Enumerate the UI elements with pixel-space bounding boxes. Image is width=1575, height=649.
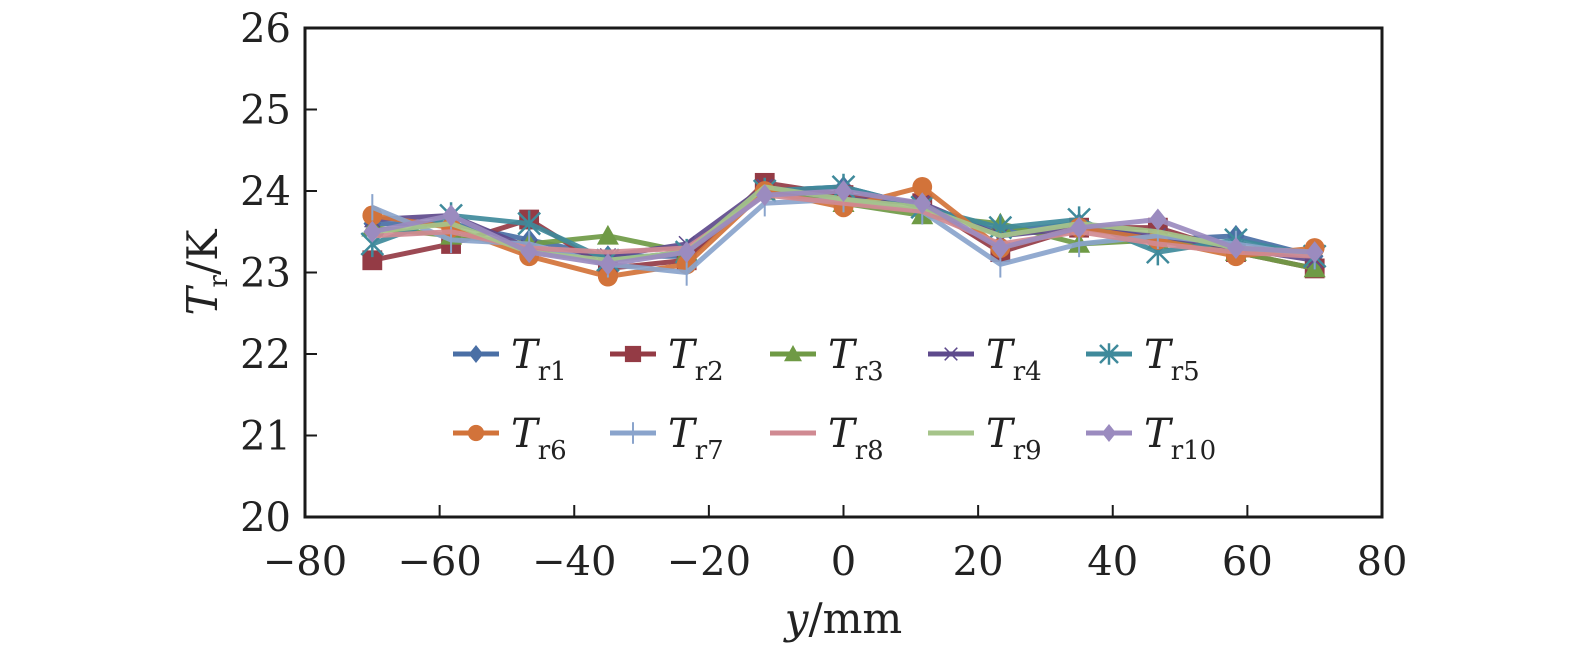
legend-label-sub: r7 [695,436,724,466]
series-marker [912,177,933,197]
series-marker [834,180,853,202]
legend-item-tr5: Tr5 [1086,332,1200,387]
y-tick-label: 23 [240,251,291,297]
series-marker [624,345,642,363]
y-tick-label: 20 [240,495,291,541]
series-marker [1070,216,1088,239]
series-layer [360,172,1327,287]
legend-label-main: T [1144,332,1174,378]
legend-label-sub: r2 [695,357,724,387]
x-tick-label: 80 [1357,539,1408,585]
legend-label-main: T [828,411,858,457]
y-axis-label-unit: /K [178,228,227,275]
series-marker [467,424,485,442]
series-marker [913,192,932,215]
legend-label-sub: r3 [855,357,884,387]
y-axis-label-main: T [178,284,227,315]
y-axis-label-sub: r [204,274,234,287]
legend-label: Tr2 [668,332,724,387]
legend-item-tr6: Tr6 [453,411,567,466]
x-tick-label: 40 [1087,539,1138,585]
legend-label: Tr3 [828,332,884,387]
series-marker [784,345,802,362]
series-marker [596,224,619,245]
legend-label: Tr8 [828,411,884,466]
legend-label: Tr5 [1144,332,1200,387]
legend-item-tr4: Tr4 [928,332,1042,387]
x-tick-label: 60 [1222,539,1273,585]
legend-label-main: T [511,332,541,378]
series-marker [677,241,696,264]
series-marker [520,241,538,264]
legend-item-tr7: Tr7 [610,411,724,466]
legend-label: Tr7 [668,411,724,466]
legend-label-main: T [668,332,698,378]
y-tick-label: 26 [240,6,291,52]
series-marker [363,220,382,243]
legend-label-sub: r9 [1013,436,1042,466]
legend-label-main: T [1144,411,1174,457]
series-marker [1149,208,1167,231]
series-marker [362,250,383,271]
x-tick-label: −80 [263,539,347,585]
legend-label-sub: r8 [855,436,884,466]
series-marker [468,345,484,363]
x-axis-label-unit: /mm [808,594,902,643]
series-marker [755,184,774,207]
x-axis-label: y/mm [783,594,903,643]
y-axis-label: Tr/K [178,228,234,316]
legend-label-sub: r4 [1013,357,1042,387]
legend-item-tr1: Tr1 [453,332,567,387]
legend-label: Tr6 [511,411,567,466]
x-tick-label: −20 [667,539,751,585]
legend-item-tr3: Tr3 [770,332,884,387]
legend-label-sub: r6 [538,436,567,466]
legend-label-main: T [668,411,698,457]
ticks-layer: −80 −60 −40 −20 0 20 40 60 80 20 21 22 23 24 25 26 [240,6,1407,585]
y-tick-label: 25 [240,88,291,134]
legend-label-sub: r1 [538,357,567,387]
x-tick-label: 0 [831,539,856,585]
y-tick-label: 21 [240,414,291,460]
legend-label: Tr10 [1144,411,1216,466]
legend-label-sub: r5 [1171,357,1200,387]
x-tick-label: 20 [953,539,1004,585]
legend-label-main: T [986,332,1016,378]
legend-label-main: T [828,332,858,378]
legend-label: Tr1 [511,332,567,387]
x-tick-label: −40 [532,539,616,585]
series-marker [991,237,1010,260]
legend-label: Tr9 [986,411,1042,466]
series-marker [1101,424,1117,442]
legend-label-main: T [986,411,1016,457]
legend-item-tr10: Tr10 [1086,411,1216,466]
series-tr10 [363,180,1324,276]
series-marker [1305,241,1324,264]
x-axis-label-main: y [783,594,810,643]
series-marker [599,253,617,276]
legend-label: Tr4 [986,332,1042,387]
series-marker [442,204,460,227]
x-tick-label: −60 [397,539,481,585]
series-marker [1227,237,1245,260]
series-marker [944,347,958,361]
legend-item-tr2: Tr2 [610,332,724,387]
legend-label-main: T [511,411,541,457]
legend-item-tr9: Tr9 [928,411,1042,466]
y-tick-label: 22 [240,332,291,378]
legend-item-tr8: Tr8 [770,411,884,466]
series-marker [1099,343,1119,365]
y-tick-label: 24 [240,169,291,215]
legend-label-sub: r10 [1171,436,1217,466]
